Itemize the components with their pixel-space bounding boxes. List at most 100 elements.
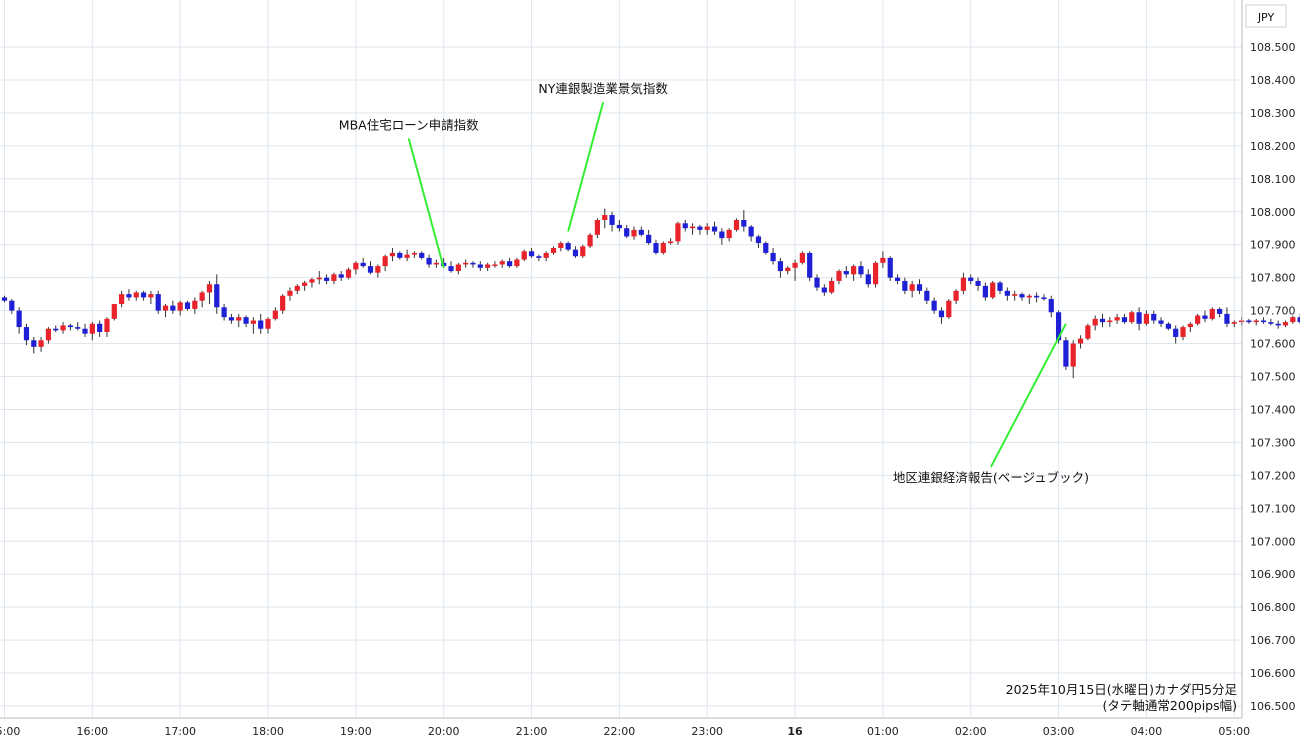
- candle: [206, 280, 213, 305]
- candle-body: [968, 277, 974, 281]
- candle: [931, 297, 937, 314]
- candle: [448, 261, 454, 273]
- candle: [1224, 307, 1230, 328]
- candle: [1151, 310, 1157, 324]
- candle: [909, 280, 915, 298]
- candle: [214, 274, 220, 314]
- candle-body: [97, 323, 103, 333]
- candle-body: [902, 280, 908, 291]
- x-tick-label: 22:00: [604, 725, 636, 738]
- candle: [16, 307, 22, 334]
- candle-body: [1224, 313, 1230, 324]
- candle-body: [916, 284, 923, 291]
- candle: [126, 289, 132, 301]
- candle: [799, 251, 805, 265]
- y-tick-label: 108.500: [1250, 41, 1296, 54]
- candle: [111, 304, 117, 321]
- candle-body: [250, 320, 256, 324]
- candle-body: [455, 264, 461, 272]
- candle-body: [1217, 308, 1223, 314]
- candle-body: [770, 252, 776, 262]
- candle-body: [829, 280, 835, 293]
- candle: [733, 218, 740, 232]
- candle: [360, 257, 366, 268]
- candle: [1048, 295, 1054, 318]
- candle-body: [624, 228, 630, 237]
- candle-body: [199, 292, 205, 301]
- candle: [397, 251, 403, 260]
- candle-body: [763, 243, 769, 253]
- candle-body: [1275, 323, 1281, 326]
- candle: [258, 313, 264, 334]
- candle-body: [543, 252, 549, 258]
- candle: [155, 290, 161, 314]
- candle-body: [1202, 315, 1208, 319]
- candle: [9, 299, 15, 314]
- candle-body: [1019, 294, 1025, 298]
- caption-line-2: (タテ軸通常200pips幅): [1103, 698, 1237, 713]
- y-tick-label: 108.400: [1250, 74, 1296, 87]
- candle: [1290, 315, 1296, 324]
- candle-body: [206, 284, 213, 293]
- candle: [682, 219, 688, 232]
- candle: [485, 262, 491, 272]
- candle: [748, 224, 754, 242]
- candle: [872, 261, 879, 288]
- candle-body: [602, 215, 608, 220]
- candle: [199, 290, 205, 308]
- candle: [755, 234, 762, 248]
- candle: [990, 280, 996, 300]
- candle-body: [470, 262, 476, 265]
- candle-body: [1041, 297, 1047, 300]
- y-tick-label: 106.500: [1250, 700, 1296, 713]
- candle: [1129, 310, 1135, 324]
- candle-body: [1158, 320, 1164, 324]
- candle: [1275, 320, 1281, 329]
- candle-body: [836, 271, 842, 281]
- candle: [455, 262, 461, 275]
- candle: [1202, 310, 1208, 323]
- candle: [382, 254, 388, 272]
- candle: [1092, 315, 1098, 331]
- candle-body: [558, 243, 564, 248]
- annotation-line: [567, 101, 605, 232]
- candle-body: [587, 234, 593, 247]
- candle-body: [726, 229, 732, 239]
- candle-body: [184, 302, 191, 309]
- candles: [1, 208, 1300, 379]
- candle: [148, 290, 154, 305]
- candle-body: [1173, 328, 1179, 337]
- candle-body: [821, 287, 827, 293]
- candle-body: [1048, 299, 1054, 313]
- candle: [272, 307, 278, 321]
- candle-body: [946, 300, 952, 318]
- candle: [550, 246, 557, 255]
- candle-body: [162, 305, 169, 311]
- candle: [770, 247, 776, 265]
- candle-body: [1092, 318, 1098, 326]
- candle: [426, 254, 432, 268]
- y-tick-label: 107.900: [1250, 239, 1296, 252]
- candle: [777, 257, 784, 278]
- candle: [1173, 325, 1179, 344]
- candle: [38, 336, 44, 352]
- x-tick-label: 04:00: [1131, 725, 1163, 738]
- candle-body: [272, 310, 278, 319]
- candle-body: [367, 266, 374, 273]
- x-tick-labels: 15:00 16:00 17:00 18:00 19:00 20:00 21:00 22:00…: [0, 725, 1250, 738]
- candle: [1026, 294, 1032, 305]
- candle-body: [31, 340, 37, 347]
- candle-body: [280, 295, 286, 311]
- candle: [792, 259, 798, 281]
- candle-body: [1297, 317, 1300, 323]
- y-tick-label: 106.900: [1250, 568, 1296, 581]
- candle-body: [426, 257, 432, 265]
- candle-body: [1026, 295, 1032, 298]
- candle: [1143, 310, 1150, 326]
- candle: [668, 238, 674, 245]
- candle-body: [419, 252, 425, 258]
- y-tick-label: 108.200: [1250, 140, 1296, 153]
- candle: [280, 294, 286, 314]
- candle-body: [316, 277, 322, 280]
- candle: [1187, 322, 1193, 333]
